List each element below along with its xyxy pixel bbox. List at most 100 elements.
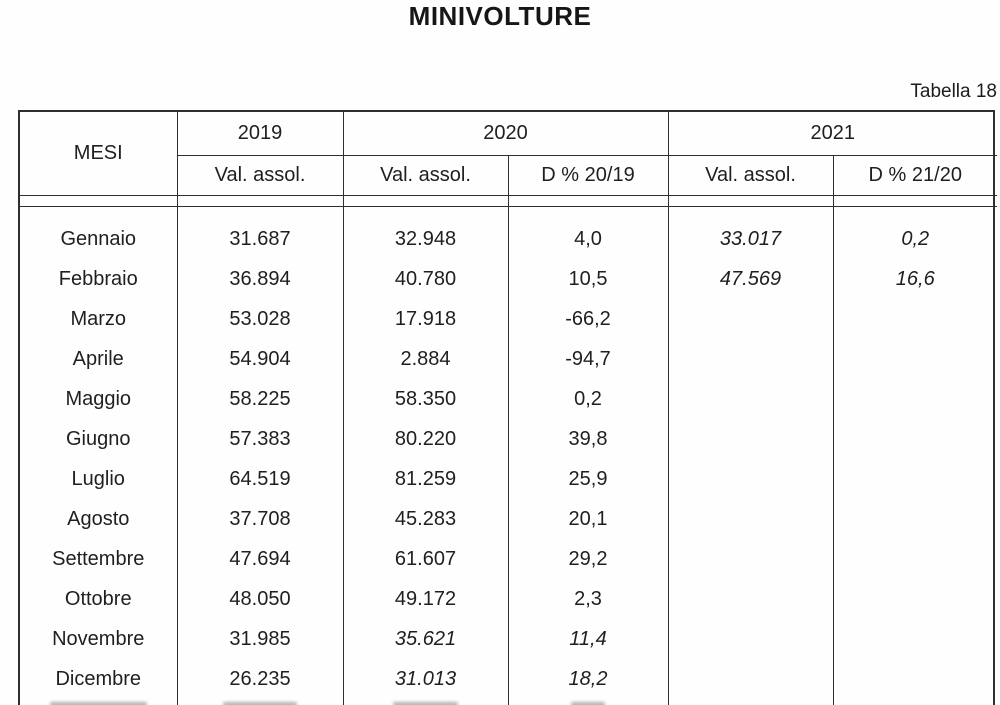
delta-cell-21-20 — [833, 539, 997, 579]
value-cell-2019: 57.383 — [177, 419, 344, 459]
value-cell-2021 — [668, 539, 834, 579]
value-cell-2020: 35.621 — [343, 619, 509, 659]
value-cell-2021 — [668, 339, 834, 379]
value-cell-2020: 45.283 — [343, 499, 509, 539]
cutoff-artifact — [49, 702, 147, 705]
value-cell-2019: 31.687 — [177, 219, 344, 259]
value-cell-2019: 53.028 — [177, 299, 344, 339]
value-cell-2021: 33.017 — [668, 219, 834, 259]
value-cell-2020: 32.948 — [343, 219, 509, 259]
table-row: Marzo 53.028 17.918 -66,2 — [20, 299, 997, 339]
cutoff-artifact — [570, 702, 606, 705]
delta-cell-20-19: 0,2 — [508, 379, 669, 419]
month-cell: Agosto — [20, 499, 178, 539]
page-title: MINIVOLTURE — [408, 1, 592, 31]
body-top-padding — [20, 206, 997, 219]
table-row: Ottobre 48.050 49.172 2,3 — [20, 579, 997, 619]
delta-cell-20-19: 18,2 — [508, 659, 669, 699]
delta-cell-21-20: 16,6 — [895, 267, 935, 290]
header-row-subcols: Val. assol. Val. assol. D % 20/19 Val. a… — [20, 155, 997, 196]
year-header-2021: 2021 — [668, 112, 997, 156]
month-cell: Aprile — [20, 339, 178, 379]
value-cell-2020: 2.884 — [343, 339, 509, 379]
month-cell: Giugno — [20, 419, 178, 459]
delta-cell-20-19: 4,0 — [508, 219, 669, 259]
cutoff-artifact — [222, 702, 298, 705]
year-header-2020: 2020 — [343, 112, 669, 156]
subheader-val-assol-2019: Val. assol. — [177, 155, 344, 196]
table-row: Aprile 54.904 2.884 -94,7 — [20, 339, 997, 379]
value-cell-2020: 81.259 — [343, 459, 509, 499]
value-cell-2020: 61.607 — [343, 539, 509, 579]
delta-cell-20-19: 29,2 — [508, 539, 669, 579]
table-row: Giugno 57.383 80.220 39,8 — [20, 419, 997, 459]
column-header-mesi: MESI — [20, 112, 178, 196]
value-cell-2019: 47.694 — [177, 539, 344, 579]
cutoff-cell — [343, 699, 509, 705]
cutoff-cell — [508, 699, 669, 705]
delta-cell-21-20 — [833, 419, 997, 459]
subheader-delta-20-19: D % 20/19 — [508, 155, 669, 196]
cutoff-row — [20, 699, 997, 705]
table-caption: Tabella 18 — [910, 81, 997, 102]
value-cell-2021 — [668, 659, 834, 699]
delta-cell-21-20 — [833, 619, 997, 659]
value-cell-2019: 54.904 — [177, 339, 344, 379]
value-cell-2021: 47.569 — [668, 259, 834, 299]
value-cell-2020: 17.918 — [343, 299, 509, 339]
month-cell: Marzo — [20, 299, 178, 339]
table-border-frame: MESI 2019 2020 2021 Val. assol. Val. ass… — [18, 110, 997, 705]
value-cell-2020: 40.780 — [343, 259, 509, 299]
value-cell-2020: 58.350 — [343, 379, 509, 419]
value-cell-2021 — [668, 299, 834, 339]
delta-cell-21-20: 0,2 — [901, 227, 930, 250]
delta-cell-20-19: 2,3 — [508, 579, 669, 619]
table-row: Dicembre 26.235 31.013 18,2 — [20, 659, 997, 699]
delta-cell-21-20 — [833, 459, 997, 499]
table-row: Luglio 64.519 81.259 25,9 — [20, 459, 997, 499]
value-cell-2021 — [668, 619, 834, 659]
value-cell-2021 — [668, 459, 834, 499]
value-cell-2021 — [668, 419, 834, 459]
table-row: Settembre 47.694 61.607 29,2 — [20, 539, 997, 579]
delta-cell-20-19: -66,2 — [508, 299, 669, 339]
table-row: Gennaio 31.687 32.948 4,0 33.017 0,2 — [20, 219, 997, 259]
month-cell: Dicembre — [20, 659, 178, 699]
header-row-years: MESI 2019 2020 2021 — [20, 112, 997, 196]
value-cell-2019: 26.235 — [177, 659, 344, 699]
value-cell-2021 — [668, 579, 834, 619]
value-cell-2019: 58.225 — [177, 379, 344, 419]
value-cell-2019: 48.050 — [177, 579, 344, 619]
value-cell-2019: 31.985 — [177, 619, 344, 659]
value-cell-2019: 64.519 — [177, 459, 344, 499]
value-cell-2019: 36.894 — [177, 259, 344, 299]
table-row: Agosto 37.708 45.283 20,1 — [20, 499, 997, 539]
month-cell: Ottobre — [20, 579, 178, 619]
cutoff-cell — [177, 699, 344, 705]
value-cell-2020: 31.013 — [343, 659, 509, 699]
delta-cell-20-19: 11,4 — [508, 619, 669, 659]
month-cell: Maggio — [20, 379, 178, 419]
cutoff-cell — [833, 699, 997, 705]
month-cell: Gennaio — [20, 219, 178, 259]
delta-cell-21-20 — [833, 379, 997, 419]
subheader-delta-21-20: D % 21/20 — [833, 155, 997, 196]
subheader-val-assol-2021: Val. assol. — [668, 155, 834, 196]
delta-cell-20-19: 20,1 — [508, 499, 669, 539]
header-body-gap — [20, 195, 997, 207]
delta-cell-21-20 — [833, 299, 997, 339]
value-cell-2020: 80.220 — [343, 419, 509, 459]
delta-cell-21-20 — [833, 579, 997, 619]
month-cell: Febbraio — [20, 259, 178, 299]
value-cell-2021 — [668, 499, 834, 539]
year-header-2019: 2019 — [177, 112, 344, 156]
value-cell-2019: 37.708 — [177, 499, 344, 539]
delta-cell-21-20 — [833, 339, 997, 379]
delta-cell-21-20 — [833, 659, 997, 699]
month-cell: Luglio — [20, 459, 178, 499]
subheader-val-assol-2020: Val. assol. — [343, 155, 509, 196]
value-cell-2021 — [668, 379, 834, 419]
table-row: Novembre 31.985 35.621 11,4 — [20, 619, 997, 659]
month-cell: Settembre — [20, 539, 178, 579]
